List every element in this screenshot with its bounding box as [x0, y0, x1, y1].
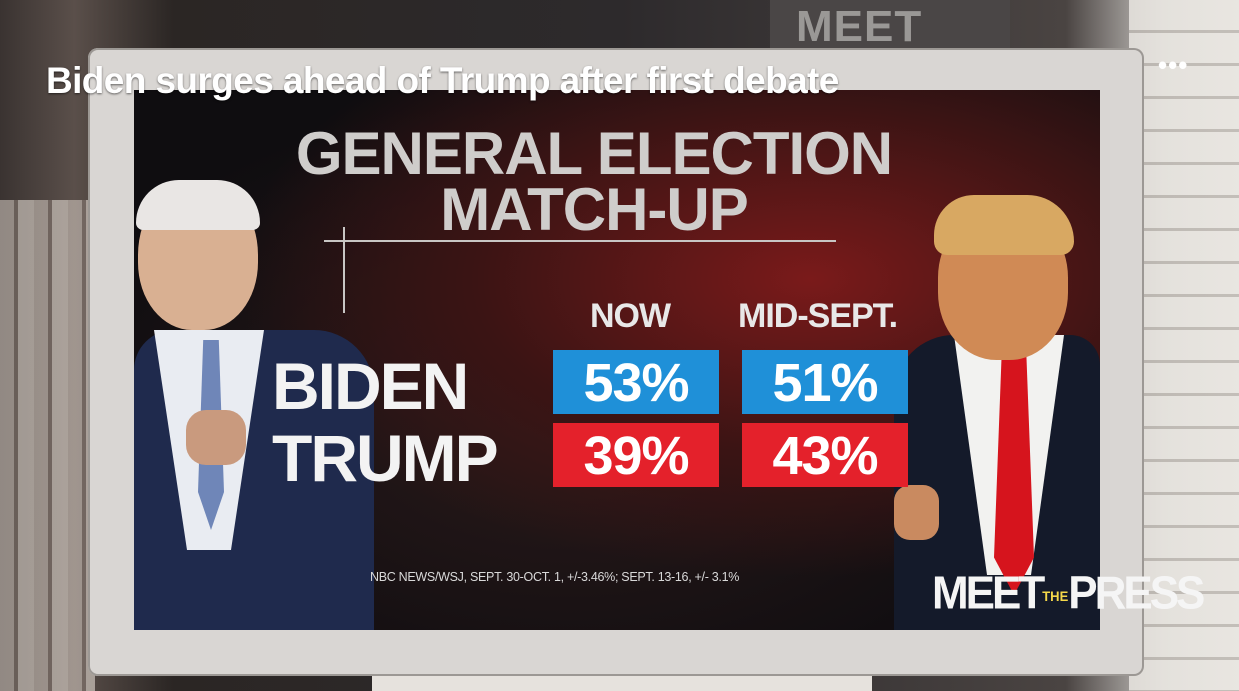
logo-the: THE: [1042, 588, 1069, 605]
trump-now-value: 39%: [553, 423, 719, 487]
trump-mid-sept-value: 43%: [742, 423, 908, 487]
graphic-title-line1: GENERAL ELECTION: [295, 120, 893, 187]
biden-photo: [134, 180, 394, 630]
graphic-title-line2: MATCH-UP: [440, 176, 749, 243]
studio-right-wall: [1129, 0, 1239, 691]
meet-the-press-logo: MEETTHEPRESS: [932, 567, 1205, 621]
background-sign: MEET THE: [770, 0, 1010, 101]
logo-press: PRESS: [1068, 567, 1205, 620]
studio-left-lights: [0, 200, 95, 691]
video-headline: Biden surges ahead of Trump after first …: [46, 60, 839, 101]
logo-meet: MEET: [932, 567, 1045, 620]
graphic-divider-vertical: [343, 227, 345, 313]
candidate-label-biden: BIDEN: [272, 349, 469, 423]
biden-now-value: 53%: [553, 350, 719, 414]
monitor-base: [372, 676, 872, 691]
biden-mid-sept-value: 51%: [742, 350, 908, 414]
column-header-now: NOW: [590, 297, 671, 335]
graphic-divider: [324, 240, 836, 242]
column-header-mid-sept: MID-SEPT.: [738, 297, 898, 335]
trump-photo: [894, 195, 1100, 630]
candidate-label-trump: TRUMP: [272, 421, 499, 495]
graphic-title: GENERAL ELECTION MATCH-UP: [134, 120, 1054, 243]
more-options-icon[interactable]: •••: [1158, 50, 1189, 80]
poll-source: NBC NEWS/WSJ, SEPT. 30-OCT. 1, +/-3.46%;…: [370, 570, 740, 584]
